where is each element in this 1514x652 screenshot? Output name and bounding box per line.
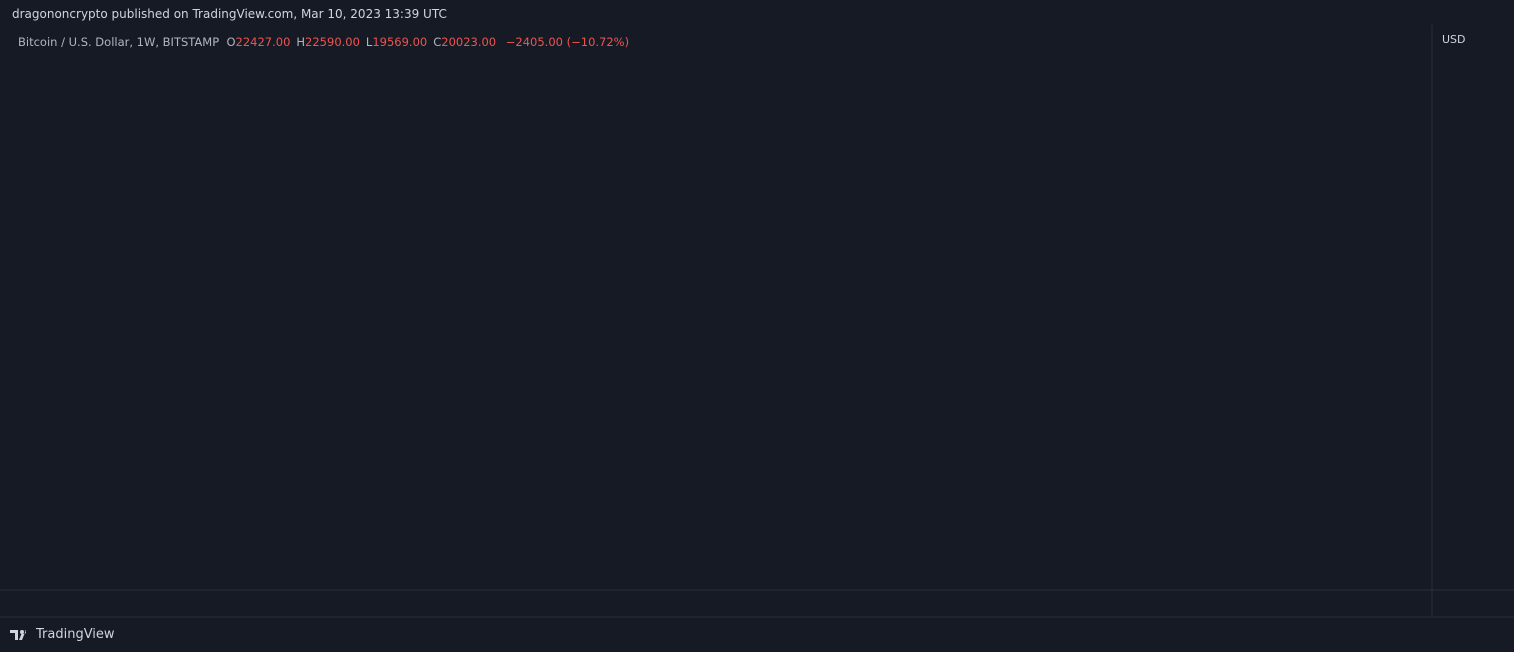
brand: TradingView (36, 627, 115, 642)
chart: USD (0, 25, 1514, 618)
ohlc-value: 22590.00 (305, 35, 360, 49)
publish-info: dragononcrypto published on TradingView.… (12, 7, 447, 21)
change: −2405.00 (−10.72%) (505, 35, 630, 49)
ohlc-key: H (296, 35, 306, 49)
ohlc-value: 19569.00 (372, 35, 428, 49)
currency: USD (1442, 33, 1466, 46)
ohlc-key: L (365, 35, 373, 49)
symbol: Bitcoin / U.S. Dollar, 1W, BITSTAMP (18, 35, 220, 49)
footer: TradingView (10, 627, 115, 642)
ohlc-value: 20023.00 (441, 35, 497, 49)
symbol-legend: Bitcoin / U.S. Dollar, 1W, BITSTAMP O224… (18, 35, 635, 49)
ohlc-value: 22427.00 (235, 35, 291, 49)
ohlc-key: O (226, 35, 236, 49)
ohlc: O22427.00 H22590.00 L19569.00 C20023.00 (226, 35, 502, 49)
logo (10, 629, 27, 640)
axes: USD (1442, 33, 1466, 46)
ohlc-key: C (433, 35, 442, 49)
